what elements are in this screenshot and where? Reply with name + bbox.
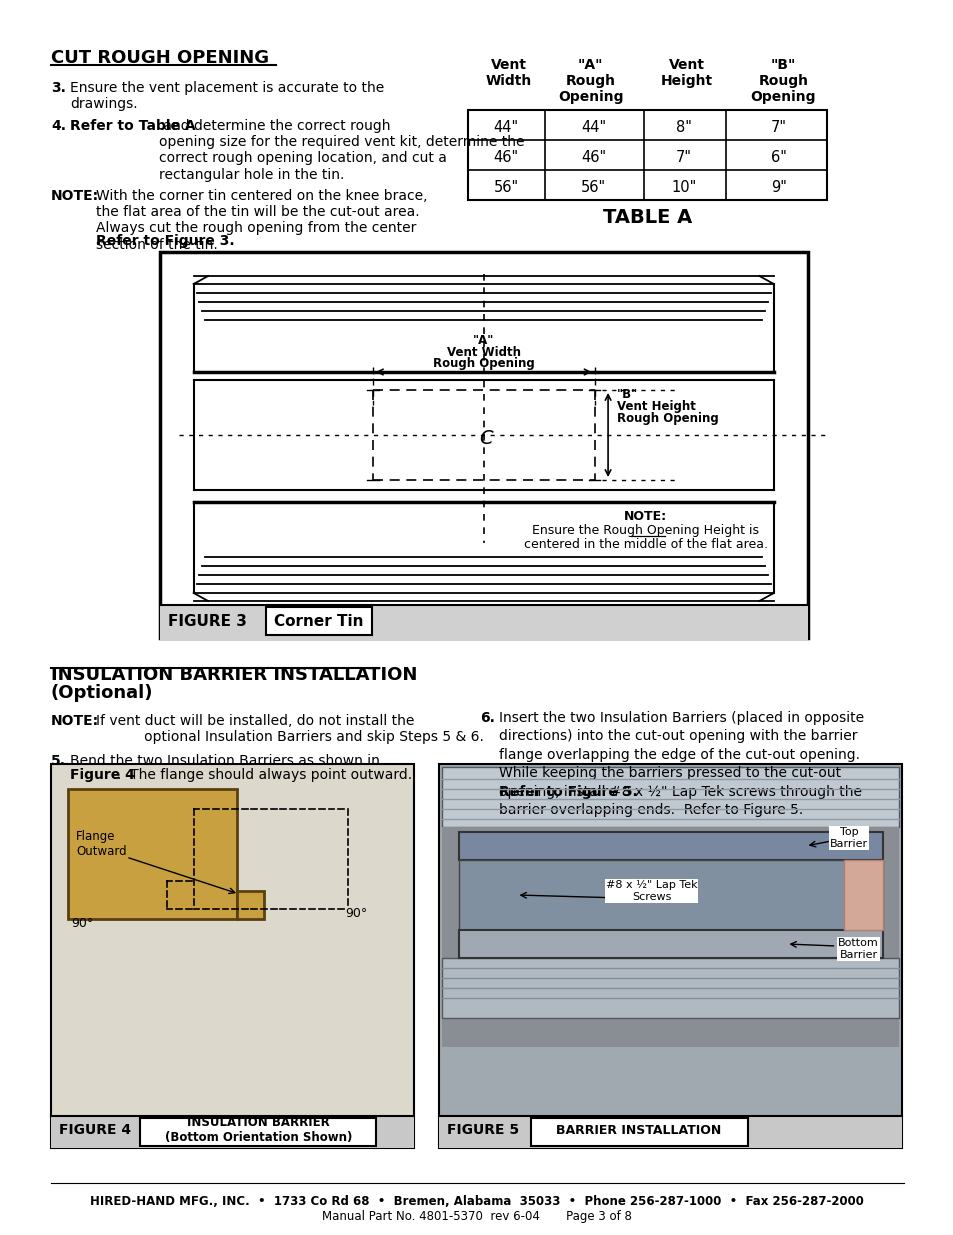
Text: "B"
Rough
Opening: "B" Rough Opening [750, 58, 816, 105]
Bar [51, 1116, 414, 1149]
Text: and determine the correct rough
opening size for the required vent kit, determin: and determine the correct rough opening … [159, 119, 524, 182]
Bar [442, 827, 899, 1047]
Text: Bottom
Barrier: Bottom Barrier [838, 939, 878, 960]
Text: 90°: 90° [345, 906, 367, 920]
Text: Insert the two Insulation Barriers (placed in opposite
directions) into the cut-: Insert the two Insulation Barriers (plac… [498, 711, 863, 818]
Text: FIGURE 3: FIGURE 3 [168, 614, 246, 629]
Text: Top
Barrier: Top Barrier [829, 827, 867, 848]
Text: "A": "A" [473, 333, 494, 347]
Text: 56": 56" [580, 179, 605, 194]
Text: Vent Width: Vent Width [446, 346, 520, 358]
Text: Vent
Height: Vent Height [660, 58, 713, 88]
Bar [458, 860, 882, 930]
Bar [139, 1118, 375, 1146]
Text: Ensure the Rough Opening Height is: Ensure the Rough Opening Height is [532, 524, 759, 537]
Bar [531, 1118, 747, 1146]
Text: HIRED-HAND MFG., INC.  •  1733 Co Rd 68  •  Bremen, Alabama  35033  •  Phone 256: HIRED-HAND MFG., INC. • 1733 Co Rd 68 • … [90, 1195, 863, 1208]
Bar [236, 890, 264, 919]
Text: Bend the two Insulation Barriers as shown in: Bend the two Insulation Barriers as show… [71, 755, 379, 768]
Text: FIGURE 5: FIGURE 5 [447, 1123, 518, 1137]
Text: NOTE:: NOTE: [51, 714, 99, 727]
Bar [160, 252, 807, 638]
Text: 56": 56" [493, 179, 517, 194]
Text: INSULATION BARRIER INSTALLATION: INSULATION BARRIER INSTALLATION [51, 666, 416, 684]
Text: Corner Tin: Corner Tin [274, 614, 363, 629]
Text: CUT ROUGH OPENING: CUT ROUGH OPENING [51, 49, 269, 67]
Text: 3.: 3. [51, 82, 66, 95]
Text: 44": 44" [493, 120, 517, 135]
Text: With the corner tin centered on the knee brace,
the flat area of the tin will be: With the corner tin centered on the knee… [96, 189, 427, 252]
Text: Refer to Figure 3.: Refer to Figure 3. [96, 233, 234, 248]
Text: 10": 10" [671, 179, 696, 194]
Text: NOTE:: NOTE: [51, 189, 99, 203]
Text: 6": 6" [770, 149, 786, 164]
Text: 7": 7" [676, 149, 692, 164]
Text: Ensure the vent placement is accurate to the
drawings.: Ensure the vent placement is accurate to… [71, 82, 384, 111]
Bar [266, 606, 372, 635]
Bar [843, 860, 882, 930]
Text: "A"
Rough
Opening: "A" Rough Opening [558, 58, 623, 105]
Bar [439, 1116, 902, 1149]
Text: Figure 4: Figure 4 [71, 768, 135, 782]
Bar [442, 958, 899, 1018]
Bar [160, 605, 807, 641]
Text: Manual Part No. 4801-5370  rev 6-04       Page 3 of 8: Manual Part No. 4801-5370 rev 6-04 Page … [322, 1210, 631, 1223]
Text: Refer to Table A: Refer to Table A [71, 119, 195, 133]
Text: Rough Opening: Rough Opening [433, 357, 534, 370]
Bar [468, 110, 826, 200]
Text: 46": 46" [493, 149, 517, 164]
Text: TABLE A: TABLE A [602, 207, 692, 227]
Text: 5.: 5. [51, 755, 66, 768]
Text: Vent
Width: Vent Width [485, 58, 532, 88]
Text: Rough Opening: Rough Opening [616, 412, 718, 425]
Text: INSULATION BARRIER
(Bottom Orientation Shown): INSULATION BARRIER (Bottom Orientation S… [164, 1116, 352, 1144]
Bar [458, 832, 882, 860]
Text: 9": 9" [770, 179, 786, 194]
Text: 90°: 90° [71, 918, 93, 930]
Text: C: C [478, 429, 492, 447]
Text: 46": 46" [580, 149, 605, 164]
Bar [458, 930, 882, 958]
Bar [69, 789, 236, 919]
Text: NOTE:: NOTE: [623, 510, 666, 522]
Text: 4.: 4. [51, 119, 66, 133]
Text: BARRIER INSTALLATION: BARRIER INSTALLATION [556, 1124, 720, 1136]
Bar [51, 764, 414, 1149]
Text: If vent duct will be installed, do not install the
           optional Insulatio: If vent duct will be installed, do not i… [96, 714, 484, 745]
Text: Flange
Outward: Flange Outward [76, 830, 127, 858]
Text: "B": "B" [616, 388, 638, 401]
Text: FIGURE 4: FIGURE 4 [59, 1123, 131, 1137]
Text: centered in the middle of the flat area.: centered in the middle of the flat area. [523, 538, 767, 551]
Text: .  The flange should always point outward.: . The flange should always point outward… [116, 768, 412, 782]
Text: #8 x ½" Lap Tek
Screws: #8 x ½" Lap Tek Screws [605, 881, 697, 902]
Bar [439, 764, 902, 1149]
Text: 6.: 6. [479, 711, 495, 725]
Text: 44": 44" [580, 120, 605, 135]
Text: 7": 7" [770, 120, 786, 135]
Bar [442, 767, 899, 827]
Text: 8": 8" [676, 120, 692, 135]
Text: (Optional): (Optional) [51, 684, 153, 701]
Text: Refer to Figure 5.: Refer to Figure 5. [498, 785, 638, 799]
Text: Vent Height: Vent Height [616, 400, 695, 412]
